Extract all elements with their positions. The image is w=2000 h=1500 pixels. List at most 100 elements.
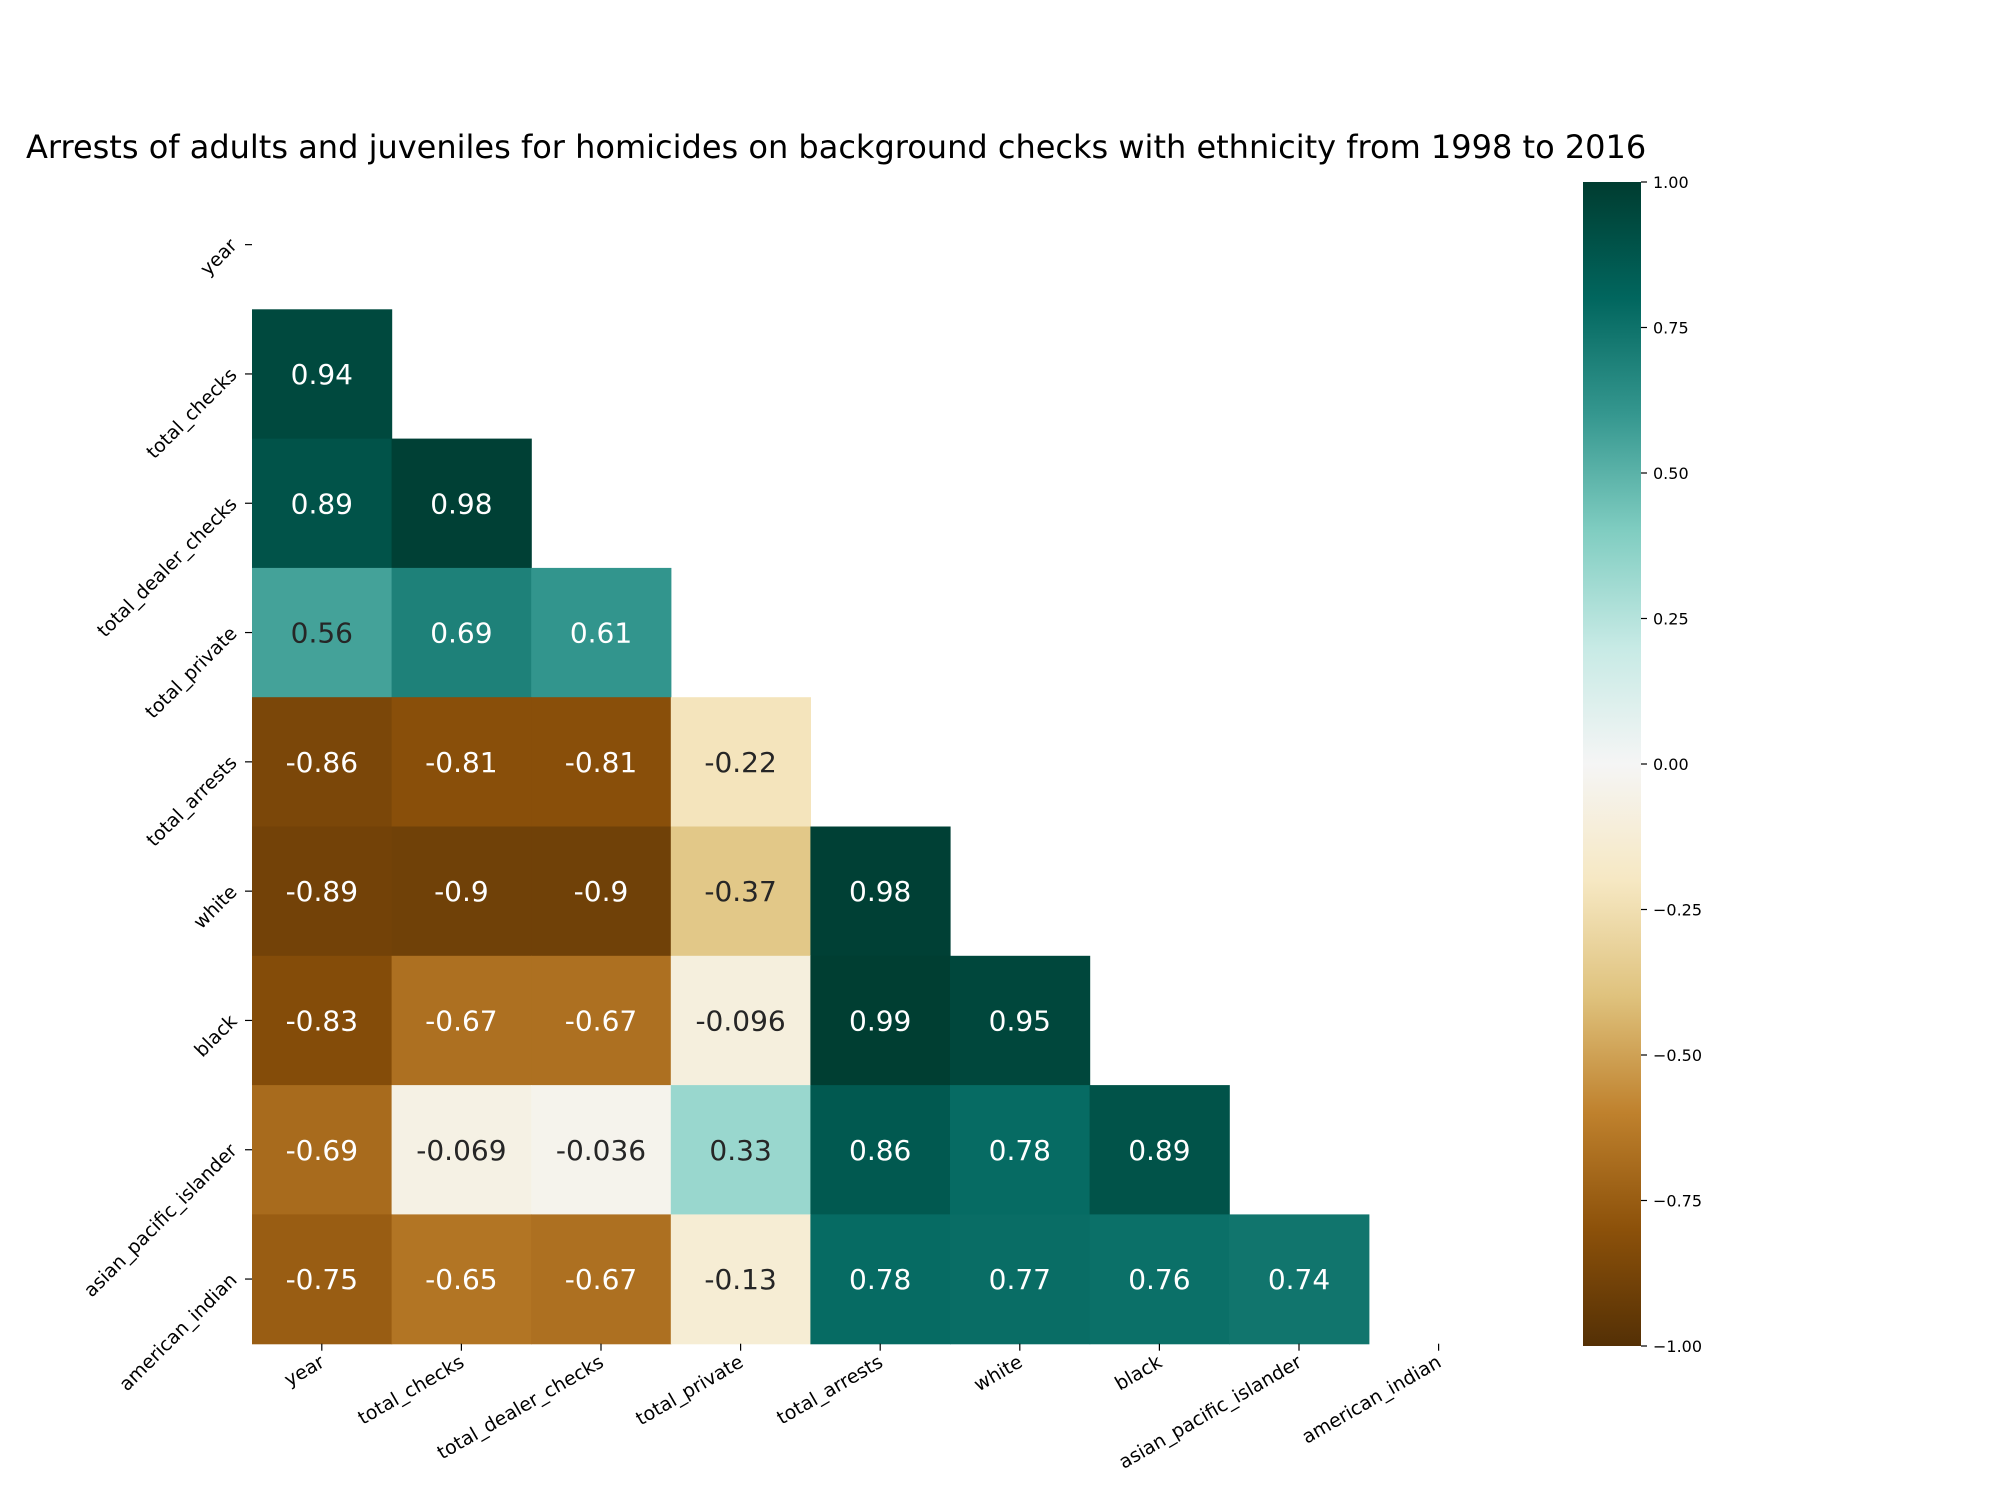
heatmap-cell <box>252 955 393 1086</box>
chart-title: Arrests of adults and juveniles for homi… <box>26 128 1646 166</box>
cell-value-label: -0.65 <box>425 1263 497 1296</box>
colorbar-gradient <box>1583 182 1641 1346</box>
heatmap-cell <box>950 1085 1091 1215</box>
heatmap-cell <box>810 1085 951 1215</box>
heatmap-cell <box>391 1214 532 1345</box>
y-tick-label: total_dealer_checks <box>93 493 242 642</box>
heatmap-cell <box>531 1214 672 1345</box>
cell-value-label: 0.89 <box>291 487 353 520</box>
cell-value-label: -0.069 <box>416 1134 506 1167</box>
cell-value-label: 0.33 <box>709 1134 771 1167</box>
heatmap-cell <box>670 955 811 1086</box>
cell-value-label: -0.22 <box>704 746 776 779</box>
heatmap-cell <box>670 826 811 957</box>
colorbar-tick-label: 0.75 <box>1653 319 1689 338</box>
colorbar-tick-label: −0.25 <box>1653 901 1702 920</box>
heatmap-cell <box>670 1085 811 1215</box>
cell-value-label: -0.37 <box>704 875 776 908</box>
x-tick-label: white <box>970 1351 1026 1396</box>
x-tick-label: american_indian <box>1298 1351 1445 1449</box>
cell-value-label: -0.096 <box>695 1004 785 1037</box>
heatmap-cell <box>531 567 672 698</box>
heatmap-cell <box>391 1085 532 1215</box>
heatmap-cell <box>252 309 393 440</box>
x-tick-label: total_checks <box>354 1351 468 1429</box>
y-axis: year total_checks total_dealer_checkstotal… <box>80 234 252 1396</box>
cell-value-label: 0.76 <box>1128 1263 1190 1296</box>
cell-value-label: -0.13 <box>704 1263 776 1296</box>
x-tick-label: year <box>281 1351 329 1391</box>
cell-value-label: 0.78 <box>849 1263 911 1296</box>
heatmap-cell <box>252 1085 393 1215</box>
y-tick-label: black <box>190 1010 241 1061</box>
cell-value-label: 0.74 <box>1268 1263 1330 1296</box>
heatmap-cell <box>252 697 393 828</box>
cell-value-label: 0.78 <box>989 1134 1051 1167</box>
colorbar-tick-label: 0.50 <box>1653 464 1689 483</box>
cell-value-label: 0.86 <box>849 1134 911 1167</box>
y-tick-label: year <box>196 234 242 280</box>
cell-value-label: -0.89 <box>286 875 358 908</box>
colorbar-tick-label: −1.00 <box>1653 1337 1702 1356</box>
cell-value-label: 0.99 <box>849 1004 911 1037</box>
y-tick-label: total_checks <box>142 364 241 463</box>
heatmap-cell <box>950 955 1091 1086</box>
cell-value-label: 0.61 <box>570 617 632 650</box>
heatmap-cell <box>670 697 811 828</box>
cell-value-label: -0.67 <box>565 1263 637 1296</box>
heatmap-cell <box>391 826 532 957</box>
heatmap-cell <box>531 697 672 828</box>
cell-value-label: -0.81 <box>565 746 637 779</box>
x-tick-label: total_private <box>632 1351 747 1430</box>
x-tick-label: total_arrests <box>773 1351 887 1429</box>
heatmap-cell <box>810 1214 951 1345</box>
cell-value-label: -0.81 <box>425 746 497 779</box>
heatmap-cell <box>391 438 532 569</box>
y-tick-label: white <box>189 881 241 933</box>
cell-value-label: -0.9 <box>574 875 629 908</box>
cell-value-label: -0.9 <box>434 875 489 908</box>
heatmap-cell <box>391 955 532 1086</box>
cell-value-label: -0.86 <box>286 746 358 779</box>
heatmap-cell <box>252 826 393 957</box>
heatmap-cell <box>810 955 951 1086</box>
cell-value-label: 0.95 <box>989 1004 1051 1037</box>
cell-value-label: 0.98 <box>849 875 911 908</box>
y-tick-label: total_arrests <box>142 752 241 851</box>
colorbar-tick-label: −0.50 <box>1653 1046 1702 1065</box>
cell-value-label: 0.77 <box>989 1263 1051 1296</box>
heatmap-cell <box>1089 1214 1230 1345</box>
heatmap-cell <box>1229 1214 1370 1345</box>
cell-value-label: -0.67 <box>425 1004 497 1037</box>
heatmap-cells: 0.94 0.89 0.98 0.56 0.69 0.61 -0.86 -0.81 -0.81 -… <box>252 309 1370 1345</box>
cell-value-label: -0.69 <box>286 1134 358 1167</box>
cell-value-label: 0.56 <box>291 617 353 650</box>
heatmap-cell <box>391 697 532 828</box>
heatmap-cell <box>391 567 532 698</box>
cell-value-label: 0.69 <box>430 617 492 650</box>
colorbar: 1.00 0.75 0.50 0.25 0.00 −0.25 −0.50 −0.75 −1.00 <box>1583 173 1702 1356</box>
heatmap-cell <box>531 826 672 957</box>
colorbar-tick-label: 0.25 <box>1653 610 1689 629</box>
cell-value-label: 0.98 <box>430 487 492 520</box>
heatmap-cell <box>531 955 672 1086</box>
y-tick-label: total_private <box>141 623 241 723</box>
cell-value-label: -0.75 <box>286 1263 358 1296</box>
heatmap-cell <box>810 826 951 957</box>
cell-value-label: -0.83 <box>286 1004 358 1037</box>
cell-value-label: 0.94 <box>291 358 353 391</box>
cell-value-label: -0.036 <box>556 1134 646 1167</box>
cell-value-label: -0.67 <box>565 1004 637 1037</box>
colorbar-tick-label: 1.00 <box>1653 173 1689 192</box>
colorbar-tick-label: 0.00 <box>1653 755 1689 774</box>
heatmap-cell <box>1089 1085 1230 1215</box>
heatmap-cell <box>531 1085 672 1215</box>
heatmap-cell <box>252 438 393 569</box>
x-tick-label: black <box>1111 1351 1166 1395</box>
heatmap-cell <box>950 1214 1091 1345</box>
colorbar-tick-label: −0.75 <box>1653 1192 1702 1211</box>
heatmap-cell <box>252 567 393 698</box>
cell-value-label: 0.89 <box>1128 1134 1190 1167</box>
